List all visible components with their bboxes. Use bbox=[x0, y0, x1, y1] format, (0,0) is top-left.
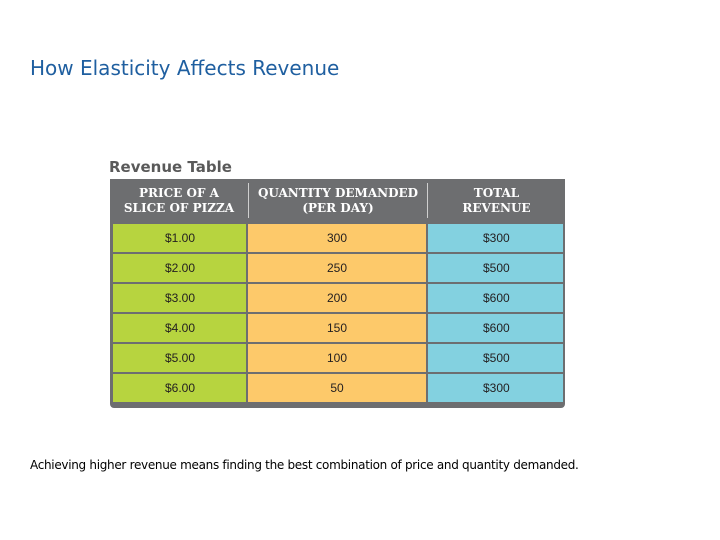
quantity-cell: 100 bbox=[248, 344, 426, 372]
header-price: PRICE OF A SLICE OF PIZZA bbox=[123, 185, 235, 215]
table-row: $6.00 50 $300 bbox=[113, 374, 563, 402]
price-cell: $6.00 bbox=[113, 374, 246, 402]
quantity-cell: 50 bbox=[248, 374, 426, 402]
revenue-cell: $500 bbox=[428, 254, 563, 282]
header-quantity: QUANTITY DEMANDED (PER DAY) bbox=[257, 185, 419, 215]
header-revenue: TOTAL REVENUE bbox=[462, 185, 531, 215]
revenue-table: PRICE OF A SLICE OF PIZZA QUANTITY DEMAN… bbox=[110, 179, 565, 408]
table-row: $4.00 150 $600 bbox=[113, 314, 563, 342]
table-row: $3.00 200 $600 bbox=[113, 284, 563, 312]
revenue-cell: $600 bbox=[428, 284, 563, 312]
price-cell: $1.00 bbox=[113, 224, 246, 252]
quantity-cell: 150 bbox=[248, 314, 426, 342]
table-row: $2.00 250 $500 bbox=[113, 254, 563, 282]
quantity-cell: 250 bbox=[248, 254, 426, 282]
table-caption: Revenue Table bbox=[109, 158, 232, 176]
revenue-cell: $300 bbox=[428, 374, 563, 402]
slide-caption: Achieving higher revenue means finding t… bbox=[30, 458, 579, 472]
revenue-cell: $500 bbox=[428, 344, 563, 372]
revenue-cell: $300 bbox=[428, 224, 563, 252]
slide-title: How Elasticity Affects Revenue bbox=[30, 56, 340, 80]
revenue-cell: $600 bbox=[428, 314, 563, 342]
table-row: $5.00 100 $500 bbox=[113, 344, 563, 372]
price-cell: $4.00 bbox=[113, 314, 246, 342]
table-header-row: PRICE OF A SLICE OF PIZZA QUANTITY DEMAN… bbox=[110, 179, 565, 222]
table-row: $1.00 300 $300 bbox=[113, 224, 563, 252]
price-cell: $3.00 bbox=[113, 284, 246, 312]
header-divider bbox=[248, 183, 249, 218]
quantity-cell: 200 bbox=[248, 284, 426, 312]
header-divider bbox=[427, 183, 428, 218]
price-cell: $5.00 bbox=[113, 344, 246, 372]
price-cell: $2.00 bbox=[113, 254, 246, 282]
quantity-cell: 300 bbox=[248, 224, 426, 252]
